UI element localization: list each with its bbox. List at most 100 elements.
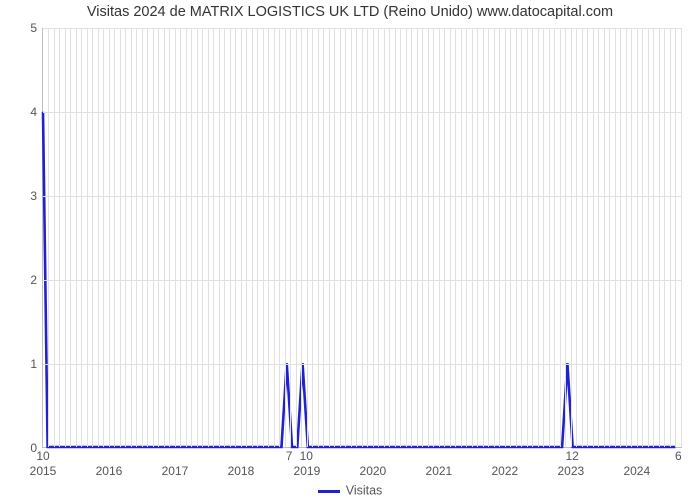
gridline-vertical [659,28,660,447]
gridline-vertical [158,28,159,447]
gridline-vertical [653,28,654,447]
gridline-vertical [576,28,577,447]
gridline-vertical [675,28,676,447]
gridline-vertical [274,28,275,447]
gridline-vertical [153,28,154,447]
gridline-vertical [103,28,104,447]
gridline-vertical [494,28,495,447]
gridline-vertical [109,28,110,447]
gridline-vertical [615,28,616,447]
gridline-vertical [549,28,550,447]
gridline-vertical [345,28,346,447]
gridline-vertical [263,28,264,447]
gridline-vertical [582,28,583,447]
x-tick-label: 2022 [491,447,518,478]
gridline-vertical [114,28,115,447]
gridline-vertical [230,28,231,447]
gridline-vertical [147,28,148,447]
gridline-vertical [565,28,566,447]
gridline-vertical [241,28,242,447]
gridline-vertical [609,28,610,447]
gridline-vertical [285,28,286,447]
gridline-vertical [290,28,291,447]
gridline-vertical [175,28,176,447]
gridline-vertical [224,28,225,447]
x-annotation: 7 [286,447,293,463]
gridline-vertical [532,28,533,447]
gridline-vertical [455,28,456,447]
gridline-vertical [246,28,247,447]
gridline-vertical [664,28,665,447]
gridline-vertical [483,28,484,447]
gridline-vertical [417,28,418,447]
gridline-vertical [510,28,511,447]
gridline-vertical [329,28,330,447]
gridline-vertical [400,28,401,447]
y-tick-label: 1 [30,357,43,371]
gridline-vertical [142,28,143,447]
gridline-vertical [466,28,467,447]
gridline-vertical [406,28,407,447]
gridline-vertical [626,28,627,447]
gridline-vertical [312,28,313,447]
gridline-vertical [527,28,528,447]
x-tick-label: 2016 [96,447,123,478]
gridline-vertical [587,28,588,447]
gridline-vertical [202,28,203,447]
x-annotation: 12 [565,447,578,463]
gridline-vertical [48,28,49,447]
chart-title: Visitas 2024 de MATRIX LOGISTICS UK LTD … [0,4,700,20]
gridline-vertical [378,28,379,447]
legend-swatch [318,490,340,493]
gridline-vertical [433,28,434,447]
gridline-vertical [268,28,269,447]
x-tick-label: 2021 [426,447,453,478]
gridline-vertical [554,28,555,447]
gridline-vertical [593,28,594,447]
gridline-vertical [516,28,517,447]
gridline-vertical [87,28,88,447]
gridline-vertical [472,28,473,447]
gridline-vertical [164,28,165,447]
gridline-vertical [318,28,319,447]
gridline-vertical [81,28,82,447]
gridline-vertical [92,28,93,447]
gridline-vertical [136,28,137,447]
gridline-vertical [571,28,572,447]
y-tick-label: 2 [30,273,43,287]
gridline-vertical [279,28,280,447]
gridline-vertical [631,28,632,447]
y-tick-label: 4 [30,105,43,119]
gridline-vertical [252,28,253,447]
x-tick-label: 2020 [360,447,387,478]
gridline-vertical [169,28,170,447]
plot-area: 0123452015201620172018201920202021202220… [42,28,682,448]
gridline-vertical [648,28,649,447]
gridline-vertical [461,28,462,447]
gridline-vertical [351,28,352,447]
gridline-vertical [543,28,544,447]
gridline-vertical [439,28,440,447]
gridline-vertical [362,28,363,447]
gridline-vertical [505,28,506,447]
gridline-vertical [131,28,132,447]
gridline-vertical [488,28,489,447]
gridline-vertical [70,28,71,447]
gridline-vertical [560,28,561,447]
gridline-vertical [54,28,55,447]
x-tick-label: 2024 [623,447,650,478]
gridline-vertical [340,28,341,447]
gridline-vertical [598,28,599,447]
gridline-vertical [428,28,429,447]
gridline-vertical [389,28,390,447]
gridline-vertical [356,28,357,447]
gridline-vertical [444,28,445,447]
gridline-vertical [411,28,412,447]
gridline-vertical [620,28,621,447]
gridline-vertical [367,28,368,447]
gridline-vertical [538,28,539,447]
gridline-vertical [76,28,77,447]
gridline-vertical [450,28,451,447]
x-annotation: 10 [300,447,313,463]
gridline-vertical [637,28,638,447]
